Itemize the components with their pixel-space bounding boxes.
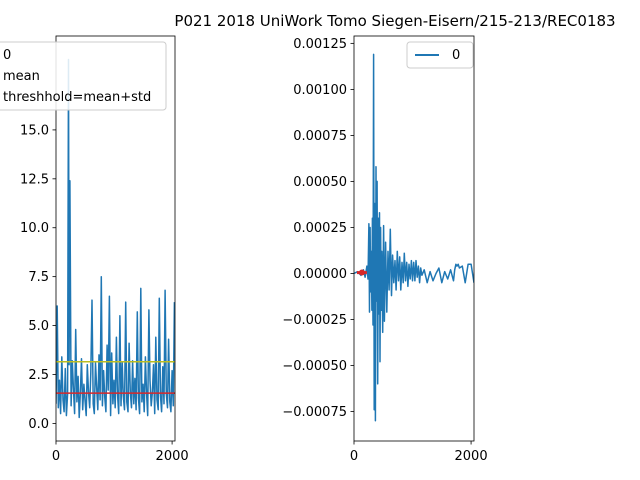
series-line-0 [56, 58, 175, 419]
y-tick-label: 0.00000 [293, 267, 347, 282]
legend-box [406, 41, 474, 69]
legend-label: threshhold=mean+std [3, 90, 151, 105]
y-tick-label: 15.0 [20, 123, 49, 138]
legend-label: mean [3, 69, 40, 84]
marker-point [358, 269, 365, 276]
chart-title: P021 2018 UniWork Tomo Siegen-Eisern/215… [174, 12, 615, 30]
y-tick-label: 2.5 [28, 368, 49, 383]
series-group [354, 53, 474, 422]
y-tick-label: 0.00025 [293, 221, 347, 236]
x-tick-label: 2000 [455, 449, 488, 464]
y-tick-label: −0.00025 [282, 313, 347, 328]
series-group [56, 58, 175, 419]
legend: 0 mean threshhold=mean+std [0, 41, 167, 111]
y-tick-label: 7.5 [28, 270, 49, 285]
x-tick-label: 2000 [156, 449, 189, 464]
y-tick-label: 0.0 [28, 417, 49, 432]
y-tick-label: 12.5 [20, 172, 49, 187]
legend: 0 [406, 41, 474, 69]
right-plot: −0.00075 −0.00050 −0.00025 0.00000 0.00025 0.… [282, 35, 488, 464]
y-tick-label: 0.00075 [293, 129, 347, 144]
y-tick-label: 0.00125 [293, 37, 347, 52]
y-tick-label: −0.00075 [282, 405, 347, 420]
legend-label: 0 [3, 48, 11, 63]
y-tick-label: 5.0 [28, 319, 49, 334]
series-line-0 [354, 53, 474, 422]
x-tick-label: 0 [350, 449, 358, 464]
axes-frame [353, 35, 475, 442]
left-plot: 0.0 2.5 5.0 7.5 10.0 12.5 15.0 0 2000 0 mean thresh… [0, 35, 189, 464]
y-tick-label: −0.00050 [282, 359, 347, 374]
axes-frame [55, 35, 176, 442]
y-tick-label: 0.00100 [293, 83, 347, 98]
legend-label: 0 [452, 48, 460, 63]
y-tick-label: 10.0 [20, 221, 49, 236]
y-tick-label: 0.00050 [293, 175, 347, 190]
x-tick-label: 0 [52, 449, 60, 464]
legend-box [0, 41, 167, 111]
